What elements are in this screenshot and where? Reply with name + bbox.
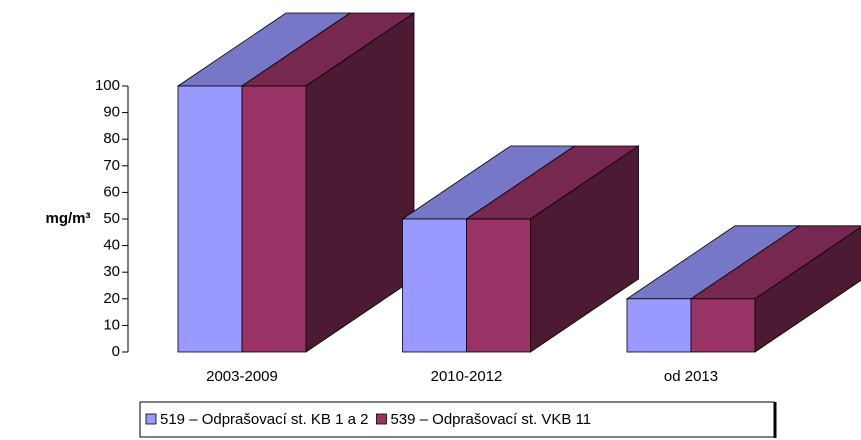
y-tick-label: 90 xyxy=(103,104,120,121)
bar-front xyxy=(402,218,467,353)
x-tick-label: od 2013 xyxy=(664,368,718,385)
bar-front xyxy=(626,298,692,353)
legend-swatch xyxy=(376,413,387,425)
y-tick-label: 50 xyxy=(103,210,120,227)
y-tick-label: 80 xyxy=(103,130,120,147)
y-tick-label: 30 xyxy=(103,263,120,280)
y-tick-label: 100 xyxy=(95,77,120,94)
legend-label: 539 – Odprašovací st. VKB 11 xyxy=(390,411,591,428)
y-tick-label: 40 xyxy=(103,237,120,254)
y-tick-label: 70 xyxy=(103,157,120,174)
legend-box xyxy=(139,401,775,438)
bar-front xyxy=(177,85,243,353)
bar-front xyxy=(241,85,307,353)
y-tick-label: 10 xyxy=(103,316,120,333)
x-tick-label: 2003-2009 xyxy=(206,368,278,385)
y-tick-label: 60 xyxy=(103,183,120,200)
y-tick-label: 20 xyxy=(103,290,120,307)
bar-front xyxy=(690,298,756,353)
legend-swatch xyxy=(145,413,157,425)
y-tick-label: 0 xyxy=(112,343,120,360)
bar-front xyxy=(466,218,531,353)
y-axis-label: mg/m³ xyxy=(46,210,91,227)
legend-label: 519 – Odprašovací st. KB 1 a 2 xyxy=(160,411,368,428)
x-tick-label: 2010-2012 xyxy=(431,368,503,385)
